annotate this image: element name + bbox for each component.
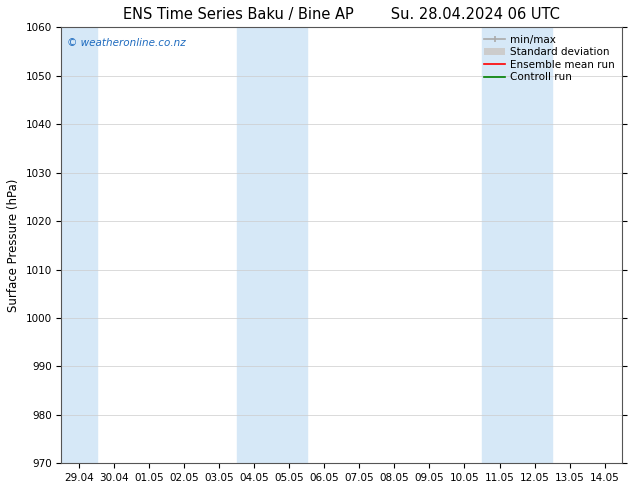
Bar (482, 27, 552, 464)
Legend: min/max, Standard deviation, Ensemble mean run, Controll run: min/max, Standard deviation, Ensemble me… (482, 32, 617, 84)
Bar (236, 27, 307, 464)
Title: ENS Time Series Baku / Bine AP        Su. 28.04.2024 06 UTC: ENS Time Series Baku / Bine AP Su. 28.04… (124, 7, 560, 22)
Y-axis label: Surface Pressure (hPa): Surface Pressure (hPa) (7, 179, 20, 312)
Text: © weatheronline.co.nz: © weatheronline.co.nz (67, 38, 186, 48)
Bar (61, 27, 96, 464)
